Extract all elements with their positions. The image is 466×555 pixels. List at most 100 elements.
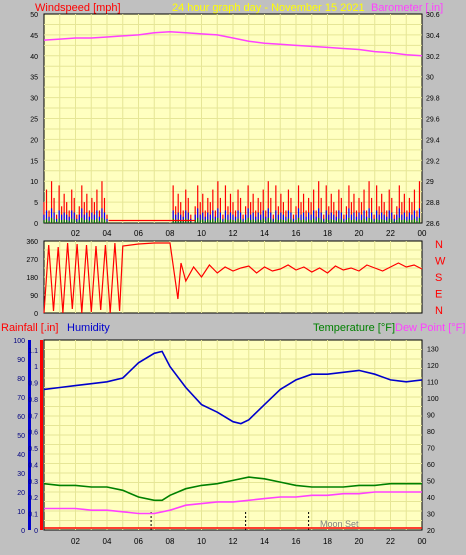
compass-label: N xyxy=(435,239,443,251)
direction-tick-label: 360 xyxy=(26,239,38,246)
hour-tick-label: 16 xyxy=(292,229,301,238)
rainfall-tick-label: 0 xyxy=(34,528,38,535)
hour-tick-label: 00 xyxy=(418,537,427,546)
barometer-tick-label: 28.8 xyxy=(426,200,440,207)
wind-tick-label: 5 xyxy=(34,200,38,207)
hour-tick-label: 12 xyxy=(229,229,238,238)
humidity-tick-label: 50 xyxy=(17,433,25,440)
barometer-tick-label: 29.6 xyxy=(426,117,440,124)
barometer-tick-label: 29.2 xyxy=(426,158,440,165)
barometer-tick-label: 29.4 xyxy=(426,137,440,144)
temperature-tick-label: 40 xyxy=(427,495,435,502)
humidity-tick-label: 40 xyxy=(17,452,25,459)
rainfall-tick-label: 1.1 xyxy=(28,348,38,355)
moon-set-annotation: Moon Set xyxy=(320,519,359,529)
hour-tick-label: 16 xyxy=(292,537,301,546)
temperature-tick-label: 90 xyxy=(427,412,435,419)
barometer-tick-label: 29.8 xyxy=(426,96,440,103)
humidity-line xyxy=(43,350,423,425)
temperature-tick-label: 100 xyxy=(427,396,439,403)
barometer-tick-label: 30 xyxy=(426,75,434,82)
wind-tick-label: 40 xyxy=(30,54,38,61)
wind-tick-label: 50 xyxy=(30,12,38,19)
temperature-tick-label: 80 xyxy=(427,429,435,436)
hour-tick-label: 22 xyxy=(386,537,395,546)
hour-tick-label: 10 xyxy=(197,537,206,546)
humidity-axis-bar xyxy=(28,340,31,530)
temperature-line xyxy=(43,476,422,502)
dewpoint-label: Dew Point [°F] xyxy=(395,322,465,334)
humidity-tick-label: 100 xyxy=(13,338,25,345)
direction-tick-label: 90 xyxy=(30,293,38,300)
humidity-tick-label: 30 xyxy=(17,471,25,478)
wind-tick-label: 45 xyxy=(30,33,38,40)
direction-tick-label: 180 xyxy=(26,275,38,282)
humidity-tick-label: 10 xyxy=(17,509,25,516)
hour-tick-label: 04 xyxy=(103,537,112,546)
barometer-tick-label: 30.4 xyxy=(426,33,440,40)
direction-tick-label: 270 xyxy=(26,257,38,264)
hour-tick-label: 06 xyxy=(134,229,143,238)
barometer-tick-label: 29 xyxy=(426,179,434,186)
wind-tick-label: 30 xyxy=(30,96,38,103)
rainfall-tick-label: 0.8 xyxy=(28,397,38,404)
hour-tick-label: 18 xyxy=(323,229,332,238)
rainfall-tick-label: 0.9 xyxy=(28,381,38,388)
hour-tick-label: 20 xyxy=(355,229,364,238)
hour-tick-label: 02 xyxy=(71,537,80,546)
rainfall-label: Rainfall [.in] xyxy=(1,322,58,334)
hour-tick-label: 10 xyxy=(197,229,206,238)
rainfall-tick-label: 0.6 xyxy=(28,430,38,437)
hour-tick-label: 14 xyxy=(260,537,269,546)
hour-tick-label: 12 xyxy=(229,537,238,546)
temperature-tick-label: 130 xyxy=(427,346,439,353)
compass-label: N xyxy=(435,305,443,317)
hour-tick-label: 04 xyxy=(103,229,112,238)
humidity-tick-label: 0 xyxy=(21,528,25,535)
hour-tick-label: 22 xyxy=(386,229,395,238)
wind-tick-label: 10 xyxy=(30,179,38,186)
barometer-tick-label: 30.6 xyxy=(426,12,440,19)
rainfall-tick-label: 0.1 xyxy=(28,512,38,519)
barometer-label: Barometer [.in] xyxy=(371,2,443,14)
hour-tick-label: 08 xyxy=(166,229,175,238)
compass-label: W xyxy=(435,256,446,268)
rainfall-tick-label: 0.3 xyxy=(28,479,38,486)
compass-label: S xyxy=(435,272,442,284)
temperature-tick-label: 120 xyxy=(427,363,439,370)
rainfall-tick-label: 0.7 xyxy=(28,413,38,420)
temperature-tick-label: 70 xyxy=(427,445,435,452)
barometer-tick-label: 30.2 xyxy=(426,54,440,61)
direction-tick-label: 0 xyxy=(34,311,38,318)
rainfall-tick-label: 0.5 xyxy=(28,446,38,453)
humidity-tick-label: 20 xyxy=(17,490,25,497)
humidity-tick-label: 90 xyxy=(17,357,25,364)
hour-tick-label: 06 xyxy=(134,537,143,546)
wind-tick-label: 15 xyxy=(30,158,38,165)
temperature-tick-label: 60 xyxy=(427,462,435,469)
humidity-tick-label: 70 xyxy=(17,395,25,402)
hour-tick-label: 20 xyxy=(355,537,364,546)
hour-tick-label: 08 xyxy=(166,537,175,546)
rainfall-tick-label: 1 xyxy=(34,364,38,371)
temperature-tick-label: 110 xyxy=(427,379,438,386)
temperature-tick-label: 50 xyxy=(427,478,435,485)
compass-label: E xyxy=(435,289,442,301)
rainfall-tick-label: 0.4 xyxy=(28,462,38,469)
humidity-label: Humidity xyxy=(67,322,110,334)
rain-axis-bar xyxy=(40,340,43,530)
hour-tick-label: 00 xyxy=(418,229,427,238)
wind-tick-label: 20 xyxy=(30,137,38,144)
barometer-tick-label: 28.6 xyxy=(426,221,440,228)
rainfall-tick-label: 0.2 xyxy=(28,495,38,502)
hour-tick-label: 18 xyxy=(323,537,332,546)
windspeed-label: Windspeed [mph] xyxy=(35,2,121,14)
barometer-line xyxy=(43,31,423,57)
wind-tick-label: 25 xyxy=(30,117,38,124)
temperature-tick-label: 30 xyxy=(427,511,435,518)
wind-tick-label: 0 xyxy=(34,221,38,228)
humidity-tick-label: 60 xyxy=(17,414,25,421)
graph-title: 24 hour graph day - November 15 2021 xyxy=(172,2,365,14)
humidity-tick-label: 80 xyxy=(17,376,25,383)
